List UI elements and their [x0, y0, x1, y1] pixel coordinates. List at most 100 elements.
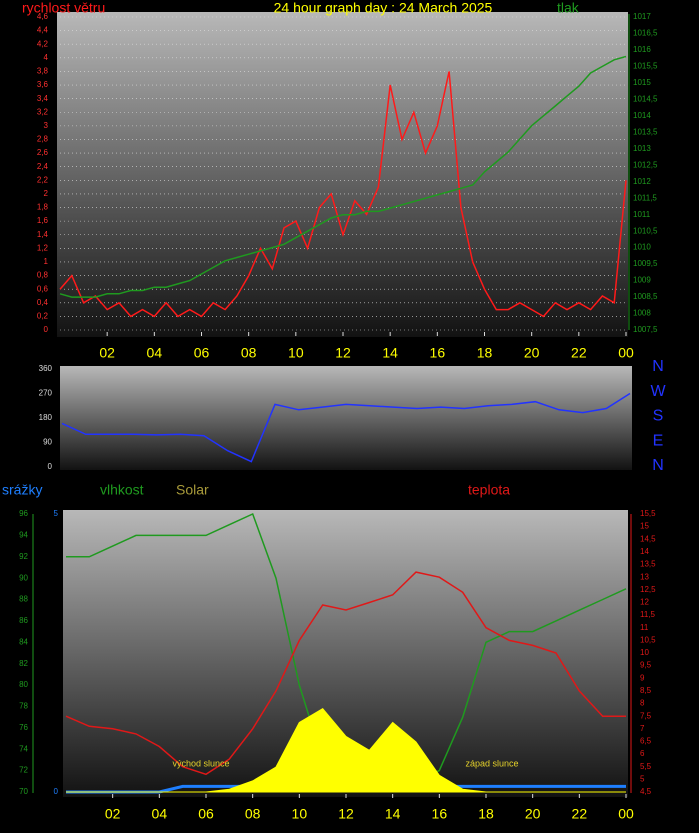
y2-tick-label: 1008 — [633, 309, 651, 318]
y-tick-label: 74 — [19, 744, 28, 753]
y-tick-label: 1,4 — [37, 230, 49, 239]
y-tick-label: 90 — [19, 573, 28, 582]
y-tick-label: 2 — [44, 189, 49, 198]
y-tick-label: 3 — [44, 121, 49, 130]
x-tick-label: 06 — [198, 806, 214, 822]
legend-label: Solar — [176, 482, 209, 498]
x-tick-label: 14 — [385, 806, 401, 822]
legend-label: teplota — [468, 482, 510, 498]
y2-tick-label: 1010,5 — [633, 226, 658, 235]
x-tick-label: 22 — [571, 345, 587, 361]
y-tick-label: 0,8 — [37, 271, 49, 280]
direction-label: E — [653, 432, 664, 449]
x-tick-label: 20 — [524, 345, 540, 361]
direction-label: N — [652, 457, 664, 474]
y3-tick-label: 5 — [54, 509, 59, 518]
x-tick-label: 16 — [430, 345, 446, 361]
y2-tick-label: 1016 — [633, 45, 651, 54]
y-tick-label: 0,4 — [37, 298, 49, 307]
y2-tick-label: 8 — [640, 699, 645, 708]
x-tick-label: 00 — [618, 806, 634, 822]
x-tick-label: 10 — [288, 345, 304, 361]
y2-tick-label: 1015,5 — [633, 62, 658, 71]
y2-tick-label: 11,5 — [640, 610, 656, 619]
y-tick-label: 0 — [44, 325, 49, 334]
y2-tick-label: 1013,5 — [633, 127, 658, 136]
y2-tick-label: 12 — [640, 598, 649, 607]
x-tick-label: 18 — [478, 806, 494, 822]
x-tick-label: 00 — [618, 345, 634, 361]
y-tick-label: 180 — [39, 413, 53, 422]
y2-tick-label: 1008,5 — [633, 292, 658, 301]
y2-tick-label: 9,5 — [640, 661, 652, 670]
y2-tick-label: 6,5 — [640, 737, 652, 746]
y-tick-label: 0 — [48, 462, 53, 471]
x-tick-label: 02 — [105, 806, 121, 822]
x-tick-label: 02 — [99, 345, 115, 361]
y-tick-label: 2,8 — [37, 135, 49, 144]
y-tick-label: 72 — [19, 766, 28, 775]
x-tick-label: 22 — [572, 806, 588, 822]
y2-tick-label: 13 — [640, 572, 649, 581]
direction-label: S — [653, 408, 664, 425]
y2-tick-label: 1009,5 — [633, 259, 658, 268]
y2-tick-label: 1012 — [633, 177, 651, 186]
x-tick-label: 08 — [241, 345, 257, 361]
x-tick-label: 04 — [147, 345, 163, 361]
y2-tick-label: 8,5 — [640, 686, 652, 695]
direction-label: W — [650, 383, 666, 400]
y-tick-label: 78 — [19, 702, 28, 711]
annotation: západ slunce — [465, 758, 518, 768]
y-tick-label: 86 — [19, 616, 28, 625]
y-tick-label: 4,4 — [37, 26, 49, 35]
x-tick-label: 18 — [477, 345, 493, 361]
y2-tick-label: 1016,5 — [633, 29, 658, 38]
x-tick-label: 06 — [194, 345, 210, 361]
direction-label: N — [652, 358, 664, 375]
y-tick-label: 3,4 — [37, 94, 49, 103]
y-tick-label: 3,2 — [37, 107, 49, 116]
chart-title: 24 hour graph day : 24 March 2025 — [274, 0, 493, 16]
solar-area — [66, 707, 626, 793]
series-line — [59, 55, 627, 298]
y2-tick-label: 11 — [640, 623, 649, 632]
x-tick-label: 12 — [338, 806, 354, 822]
y-tick-label: 80 — [19, 680, 28, 689]
y2-tick-label: 7,5 — [640, 711, 652, 720]
y-tick-label: 76 — [19, 723, 28, 732]
x-tick-label: 10 — [292, 806, 308, 822]
x-tick-label: 04 — [152, 806, 168, 822]
y-tick-label: 360 — [39, 364, 53, 373]
y-tick-label: 84 — [19, 637, 28, 646]
y-axis-title: rychlost větru — [22, 0, 105, 16]
plot-background — [57, 12, 628, 337]
y2-tick-label: 1007,5 — [633, 325, 658, 334]
y2-tick-label: 12,5 — [640, 585, 656, 594]
y-tick-label: 90 — [43, 438, 52, 447]
y-tick-label: 70 — [19, 787, 28, 796]
y-tick-label: 82 — [19, 659, 28, 668]
x-tick-label: 16 — [432, 806, 448, 822]
y2-tick-label: 1015 — [633, 78, 651, 87]
y2-tick-label: 1010 — [633, 243, 651, 252]
y2-axis-title: tlak — [557, 0, 580, 16]
y-tick-label: 270 — [39, 389, 53, 398]
y2-tick-label: 1013 — [633, 144, 651, 153]
y3-tick-label: 0 — [54, 787, 59, 796]
x-tick-label: 14 — [382, 345, 398, 361]
y2-tick-label: 1009 — [633, 276, 651, 285]
x-tick-label: 08 — [245, 806, 261, 822]
y2-tick-label: 15 — [640, 522, 649, 531]
y2-tick-label: 7 — [640, 724, 645, 733]
y2-tick-label: 1012,5 — [633, 160, 658, 169]
y-tick-label: 94 — [19, 530, 28, 539]
y-tick-label: 1,2 — [37, 243, 49, 252]
y2-tick-label: 1011 — [633, 210, 651, 219]
x-tick-label: 12 — [335, 345, 351, 361]
y2-tick-label: 9 — [640, 673, 645, 682]
y2-tick-label: 4,5 — [640, 787, 652, 796]
y2-tick-label: 15,5 — [640, 509, 656, 518]
series-line — [61, 392, 631, 463]
y2-tick-label: 10,5 — [640, 635, 656, 644]
y-tick-label: 92 — [19, 552, 28, 561]
